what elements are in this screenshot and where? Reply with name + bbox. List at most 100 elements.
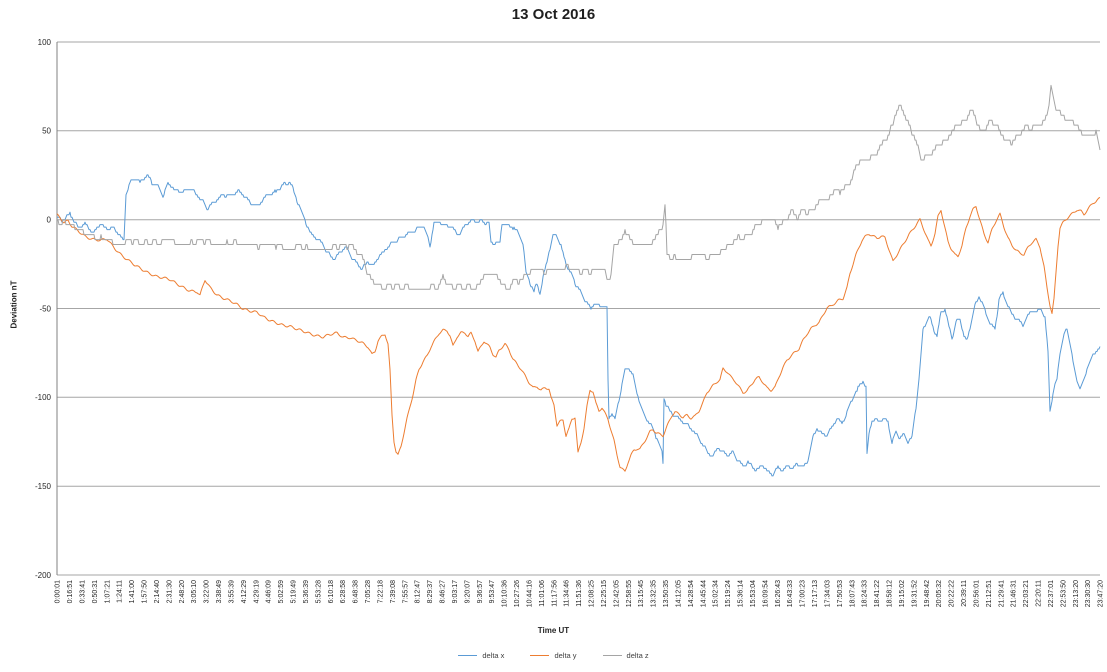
- x-tick-label: 10:10:36: [502, 580, 509, 607]
- legend-label: delta y: [554, 651, 577, 660]
- x-tick-label: 20:56:01: [973, 580, 980, 607]
- x-tick-label: 14:45:44: [700, 580, 707, 607]
- x-tick-label: 15:02:34: [713, 580, 720, 607]
- x-tick-label: 17:34:03: [824, 580, 831, 607]
- x-tick-label: 1:57:50: [142, 580, 149, 603]
- x-tick-label: 1:41:00: [129, 580, 136, 603]
- legend-item-delta-z[interactable]: delta z: [602, 651, 649, 660]
- x-tick-label: 16:43:33: [787, 580, 794, 607]
- x-tick-label: 14:28:54: [688, 580, 695, 607]
- x-tick-label: 20:22:22: [949, 580, 956, 607]
- x-tick-label: 6:28:58: [340, 580, 347, 603]
- x-tick-label: 3:38:49: [216, 580, 223, 603]
- legend-item-delta-x[interactable]: delta x: [458, 651, 504, 660]
- x-tick-label: 20:05:32: [936, 580, 943, 607]
- x-tick-label: 12:58:55: [626, 580, 633, 607]
- x-tick-label: 23:47:20: [1098, 580, 1105, 607]
- x-tick-label: 16:09:54: [762, 580, 769, 607]
- x-tick-label: 8:46:27: [440, 580, 447, 603]
- x-tick-label: 19:31:52: [911, 580, 918, 607]
- y-tick-label: -150: [35, 482, 52, 491]
- x-tick-label: 17:50:53: [837, 580, 844, 607]
- x-tick-label: 15:53:04: [750, 580, 757, 607]
- x-tick-label: 12:08:25: [589, 580, 596, 607]
- x-tick-label: 0:33:41: [79, 580, 86, 603]
- x-tick-label: 0:00:01: [55, 580, 62, 603]
- x-tick-label: 6:10:18: [328, 580, 335, 603]
- x-tick-label: 6:48:38: [353, 580, 360, 603]
- x-tick-label: 18:24:33: [862, 580, 869, 607]
- x-tick-label: 7:39:08: [390, 580, 397, 603]
- x-tick-label: 7:22:18: [377, 580, 384, 603]
- x-tick-label: 16:26:43: [775, 580, 782, 607]
- y-tick-label: 0: [47, 216, 52, 225]
- x-tick-label: 21:29:41: [998, 580, 1005, 607]
- x-tick-label: 23:30:30: [1085, 580, 1092, 607]
- x-tick-label: 12:42:05: [613, 580, 620, 607]
- y-tick-label: 50: [42, 127, 51, 136]
- y-tick-label: 100: [38, 38, 52, 47]
- x-tick-label: 1:24:11: [117, 580, 124, 603]
- series-line-delta-z: [57, 84, 1101, 290]
- x-tick-label: 19:15:02: [899, 580, 906, 607]
- x-tick-label: 13:32:35: [651, 580, 658, 607]
- x-tick-label: 13:15:45: [638, 580, 645, 607]
- x-tick-label: 5:36:39: [303, 580, 310, 603]
- series-line-delta-x: [57, 174, 1101, 477]
- x-tick-label: 9:20:07: [464, 580, 471, 603]
- legend-swatch: [530, 655, 550, 656]
- x-tick-label: 11:01:06: [539, 580, 546, 607]
- chart-title: 13 Oct 2016: [511, 6, 596, 23]
- x-tick-label: 11:51:36: [576, 580, 583, 607]
- x-tick-label: 18:58:12: [887, 580, 894, 607]
- x-tick-label: 23:13:20: [1073, 580, 1080, 607]
- x-tick-label: 3:22:00: [204, 580, 211, 603]
- x-tick-label: 7:55:57: [402, 580, 409, 603]
- legend-swatch: [458, 655, 478, 656]
- x-tick-label: 12:25:15: [601, 580, 608, 607]
- series-line-delta-y: [56, 197, 1101, 472]
- x-tick-label: 21:46:31: [1011, 580, 1018, 607]
- y-tick-label: -100: [35, 393, 52, 402]
- x-tick-label: 22:03:21: [1023, 580, 1030, 607]
- x-tick-label: 22:20:11: [1036, 580, 1043, 607]
- x-tick-label: 3:05:10: [191, 580, 198, 603]
- x-tick-label: 4:12:29: [241, 580, 248, 603]
- x-tick-label: 19:48:42: [924, 580, 931, 607]
- x-tick-label: 9:53:47: [489, 580, 496, 603]
- x-tick-label: 4:29:19: [253, 580, 260, 603]
- x-tick-label: 4:46:09: [266, 580, 273, 603]
- legend: delta x delta y delta z: [0, 651, 1107, 660]
- legend-swatch: [602, 655, 622, 656]
- plot-area: 100 50 0 -50 -100 -150 -200 0:00:01 0:16:51 0:33:…: [35, 38, 1105, 607]
- x-tick-label: 13:50:35: [663, 580, 670, 607]
- x-tick-label: 18:07:43: [849, 580, 856, 607]
- legend-item-delta-y[interactable]: delta y: [530, 651, 577, 660]
- x-tick-label: 9:03:17: [452, 580, 459, 603]
- x-tick-label: 15:19:24: [725, 580, 732, 607]
- x-tick-label: 11:17:56: [551, 580, 558, 607]
- x-tick-label: 2:48:20: [179, 580, 186, 603]
- x-tick-label: 8:12:47: [415, 580, 422, 603]
- legend-label: delta z: [626, 651, 649, 660]
- x-tick-label: 14:12:05: [675, 580, 682, 607]
- x-tick-label: 0:16:51: [67, 580, 74, 603]
- x-tick-label: 15:36:14: [738, 580, 745, 607]
- x-tick-label: 0:50:31: [92, 580, 99, 603]
- x-tick-label: 5:02:59: [278, 580, 285, 603]
- x-tick-label: 17:17:13: [812, 580, 819, 607]
- x-tick-label: 2:14:40: [154, 580, 161, 603]
- x-tick-label: 2:31:30: [166, 580, 173, 603]
- y-tick-label: -50: [39, 304, 51, 313]
- x-tick-label: 17:00:23: [800, 580, 807, 607]
- legend-label: delta x: [482, 651, 505, 660]
- x-tick-label: 21:12:51: [986, 580, 993, 607]
- y-tick-label: -200: [35, 571, 52, 580]
- y-axis-title: Deviation nT: [9, 280, 19, 329]
- x-tick-label: 8:29:37: [427, 580, 434, 603]
- x-tick-label: 1:07:21: [104, 580, 111, 603]
- x-tick-label: 10:27:26: [514, 580, 521, 607]
- x-tick-label: 9:36:57: [477, 580, 484, 603]
